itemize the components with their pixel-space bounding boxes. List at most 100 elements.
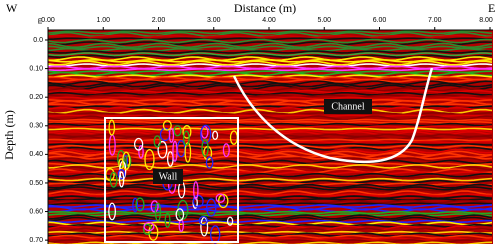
radar-reflector bbox=[117, 149, 125, 168]
x-tick-label: 0.00 bbox=[41, 17, 55, 24]
radar-band bbox=[48, 34, 493, 39]
radar-band bbox=[48, 198, 493, 201]
y-tick-label: 0.70 bbox=[29, 237, 43, 244]
radar-band bbox=[48, 38, 493, 44]
radar-band bbox=[48, 103, 493, 107]
radar-reflector bbox=[205, 156, 214, 169]
x-tick-label: 6.00 bbox=[373, 17, 387, 24]
channel-outline bbox=[232, 67, 434, 164]
radar-reflector bbox=[212, 130, 219, 141]
radar-band bbox=[48, 30, 493, 35]
radar-band bbox=[48, 199, 493, 204]
radar-reflector bbox=[215, 193, 226, 203]
radar-reflector bbox=[198, 215, 208, 226]
radar-reflector bbox=[172, 140, 178, 162]
x-axis-title: Distance (m) bbox=[234, 1, 296, 15]
radar-reflector bbox=[200, 124, 212, 144]
radar-reflector bbox=[193, 181, 199, 200]
radar-reflector bbox=[201, 139, 209, 157]
radar-reflector bbox=[142, 223, 152, 235]
radar-reflector bbox=[168, 127, 175, 143]
radar-reflector bbox=[200, 216, 209, 237]
radar-band bbox=[48, 98, 493, 102]
radar-band bbox=[48, 108, 493, 115]
radar-band bbox=[48, 183, 493, 189]
radar-band bbox=[48, 234, 493, 239]
radar-band bbox=[48, 52, 493, 57]
y-tick-label: 0.30 bbox=[29, 123, 43, 130]
radar-reflector bbox=[173, 125, 182, 137]
radar-reflector bbox=[122, 151, 131, 170]
radar-reflector bbox=[226, 216, 234, 226]
radar-reflector bbox=[117, 169, 126, 180]
radar-reflector bbox=[154, 202, 162, 222]
y-tick-label: 0.0 bbox=[33, 37, 43, 44]
radar-band bbox=[48, 172, 493, 178]
radar-reflector bbox=[144, 149, 155, 171]
radar-reflector bbox=[133, 137, 144, 151]
wall-box bbox=[104, 117, 239, 243]
radar-band bbox=[48, 78, 493, 83]
radar-band bbox=[48, 87, 493, 92]
wall-label-bg bbox=[153, 169, 183, 184]
y-tick-label: 0.60 bbox=[29, 208, 43, 215]
x-tick-label: 1.00 bbox=[96, 17, 110, 24]
radar-band bbox=[48, 129, 493, 134]
radar-band bbox=[48, 138, 493, 142]
radar-reflector bbox=[138, 145, 144, 159]
radar-band bbox=[48, 82, 493, 88]
radar-reflector bbox=[182, 130, 190, 146]
radar-reflector bbox=[132, 197, 139, 213]
radar-band bbox=[48, 214, 493, 220]
radar-reflector bbox=[143, 221, 155, 232]
x-tick-label: 2.00 bbox=[152, 17, 166, 24]
radar-band bbox=[48, 118, 493, 122]
radar-band bbox=[48, 219, 493, 224]
radar-band bbox=[48, 74, 493, 79]
radar-reflector bbox=[184, 141, 192, 163]
radar-band bbox=[48, 144, 493, 149]
radar-reflector bbox=[162, 120, 172, 131]
x-tick-label: 8.00 bbox=[479, 17, 493, 24]
radar-reflector bbox=[222, 143, 230, 158]
radar-image bbox=[48, 30, 493, 244]
radar-band bbox=[48, 186, 493, 191]
x-tick-label: 4.00 bbox=[262, 17, 276, 24]
east-label: E bbox=[488, 1, 495, 15]
y-tick-label: 0.50 bbox=[29, 180, 43, 187]
radar-reflector bbox=[108, 202, 117, 221]
annotations: Channel Wall bbox=[104, 67, 434, 243]
radar-reflector bbox=[182, 125, 192, 139]
radar-band bbox=[48, 115, 493, 121]
radar-band bbox=[48, 65, 493, 70]
radar-band bbox=[48, 91, 493, 96]
radar-band bbox=[48, 241, 493, 244]
x-tick-label: 5.00 bbox=[317, 17, 331, 24]
radar-reflector bbox=[108, 119, 116, 136]
radar-band bbox=[48, 42, 493, 49]
radar-band bbox=[48, 243, 452, 244]
radar-reflector bbox=[157, 140, 168, 159]
y-axis-title: Depth (m) bbox=[2, 110, 16, 160]
y-tick-label: 0.40 bbox=[29, 151, 43, 158]
radar-reflector bbox=[164, 212, 171, 228]
radar-band bbox=[48, 190, 493, 196]
radar-reflector bbox=[206, 198, 217, 217]
radar-reflector bbox=[135, 197, 145, 212]
radar-band bbox=[48, 94, 493, 98]
radar-reflector bbox=[150, 200, 159, 213]
radar-band bbox=[48, 166, 493, 172]
radar-band bbox=[48, 41, 493, 46]
radar-reflector bbox=[153, 135, 162, 148]
radar-band bbox=[48, 60, 493, 66]
radar-band bbox=[48, 148, 493, 154]
x-tick-label: 3.00 bbox=[207, 17, 221, 24]
west-label: W bbox=[6, 1, 18, 15]
radar-reflector bbox=[109, 171, 118, 188]
radar-reflector bbox=[118, 171, 125, 188]
radar-band bbox=[48, 140, 493, 144]
radar-band bbox=[48, 210, 493, 215]
wall-label: Wall bbox=[159, 171, 178, 182]
channel-label-bg bbox=[324, 99, 372, 114]
